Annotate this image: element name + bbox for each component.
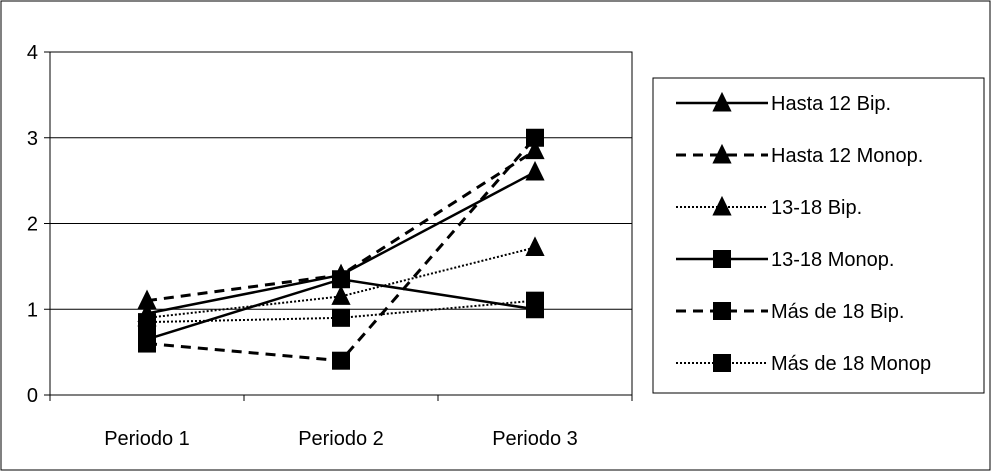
data-point [332, 308, 350, 327]
data-point [525, 160, 545, 181]
legend-marker [713, 354, 731, 372]
x-tick-label: Periodo 2 [298, 428, 384, 450]
data-point [525, 139, 545, 160]
y-tick-label: 1 [27, 299, 38, 321]
legend-entry: 13-18 Bip. [676, 195, 862, 219]
x-axis: Periodo 1 Periodo 2 Periodo 3 [49, 395, 633, 450]
data-point [332, 270, 350, 289]
legend: Hasta 12 Bip. Hasta 12 Monop. 13-18 Bip. 13… [652, 77, 985, 394]
legend-label: Hasta 12 Monop. [771, 145, 923, 167]
legend-entry: Más de 18 Monop [676, 353, 931, 375]
data-point [525, 236, 545, 257]
x-tick-label: Periodo 3 [492, 428, 578, 450]
data-point [526, 128, 544, 147]
series-5 [138, 128, 544, 370]
y-axis: 0 1 2 3 4 [27, 42, 50, 407]
y-tick-label: 3 [27, 128, 38, 150]
data-point [526, 291, 544, 310]
data-point [332, 351, 350, 370]
series-line [146, 246, 536, 319]
data-point [138, 334, 156, 353]
legend-marker [712, 143, 732, 164]
series-6 [138, 291, 544, 332]
legend-marker [713, 302, 731, 320]
legend-entry: 13-18 Monop. [676, 249, 894, 271]
x-tick-label: Periodo 1 [104, 428, 190, 450]
legend-label: 13-18 Monop. [771, 249, 894, 271]
legend-marker [713, 250, 731, 268]
series-line [146, 299, 536, 324]
legend-box [652, 77, 985, 394]
legend-label: Más de 18 Bip. [771, 301, 904, 323]
legend-entry: Hasta 12 Bip. [676, 91, 891, 115]
data-point [331, 285, 351, 305]
y-tick-label: 2 [27, 214, 38, 236]
legend-label: Hasta 12 Bip. [771, 93, 891, 115]
y-tick-label: 4 [27, 42, 38, 64]
legend-label: Más de 18 Monop [771, 353, 931, 375]
legend-marker [712, 195, 732, 216]
legend-entry: Hasta 12 Monop. [676, 143, 923, 167]
y-tick-label: 0 [27, 385, 38, 407]
data-point [138, 313, 156, 332]
legend-label: 13-18 Bip. [771, 197, 862, 219]
plot-area [49, 51, 633, 396]
series-layer [137, 128, 545, 370]
legend-marker [712, 91, 732, 112]
legend-entry: Más de 18 Bip. [676, 301, 904, 323]
